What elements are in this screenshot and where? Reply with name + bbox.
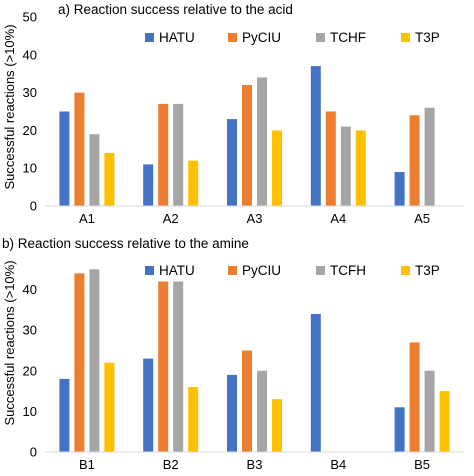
legend-a-label-hatu: HATU (159, 30, 195, 45)
chart-a-bars (59, 66, 435, 206)
x-tick-label-a3: A3 (247, 211, 263, 226)
legend-a-swatch-pyciu (228, 33, 237, 42)
y-tick-label-b: 30 (23, 323, 37, 338)
chart-b-y-axis: 0 10 20 30 40 (23, 282, 37, 459)
y-tick-label-a: 50 (23, 10, 37, 25)
bar-b-b3-hatu (227, 374, 237, 452)
x-tick-label-a1: A1 (79, 211, 95, 226)
chart-a: a) Reaction success relative to the acid… (2, 2, 464, 226)
legend-a-swatch-t3p (401, 33, 410, 42)
y-tick-label-b: 10 (23, 404, 37, 419)
y-tick-label-a: 30 (23, 85, 37, 100)
bar-a-a5-pyciu (409, 115, 420, 206)
legend-b-swatch-tcfh (316, 266, 325, 275)
y-tick-label-a: 0 (30, 199, 37, 214)
chart-a-x-axis: A1 A2 A3 A4 A5 (79, 211, 430, 226)
x-tick-label-b4: B4 (330, 457, 346, 472)
legend-a-label-pyciu: PyCIU (242, 30, 281, 45)
legend-b-label-t3p: T3P (415, 263, 440, 278)
bar-b-b2-hatu (143, 358, 154, 452)
bar-b-b5-hatu (394, 407, 405, 452)
bar-b-b2-pyciu (158, 281, 169, 452)
legend-b-swatch-pyciu (228, 266, 237, 275)
x-tick-label-a4: A4 (330, 211, 346, 226)
bar-b-b1-t3p (104, 362, 115, 452)
y-tick-label-b: 0 (30, 445, 37, 460)
chart-b: b) Reaction success relative to the amin… (2, 236, 464, 472)
x-tick-label-b2: B2 (163, 457, 179, 472)
legend-a-swatch-hatu (145, 33, 154, 42)
bar-a-a5-tchf (424, 107, 435, 206)
bar-b-b5-pyciu (409, 342, 420, 452)
bar-a-a2-t3p (188, 160, 199, 206)
y-tick-label-b: 40 (23, 282, 37, 297)
bar-b-b3-t3p (272, 399, 282, 452)
bar-a-a4-pyciu (325, 111, 336, 206)
bar-b-b2-tcfh (173, 281, 184, 452)
bar-a-a1-hatu (59, 111, 70, 206)
bar-a-a1-t3p (104, 153, 115, 206)
bar-b-b5-tcfh (424, 370, 435, 452)
y-tick-label-a: 20 (23, 123, 37, 138)
bar-a-a2-hatu (143, 164, 154, 206)
bar-b-b3-pyciu (242, 350, 252, 452)
y-tick-label-b: 20 (23, 363, 37, 378)
bar-b-b4-hatu (310, 314, 321, 452)
legend-a-label-tchf: TCHF (330, 30, 366, 45)
legend-b-swatch-hatu (145, 266, 154, 275)
legend-b-swatch-t3p (401, 266, 410, 275)
chart-b-legend: HATU PyCIU TCFH T3P (145, 263, 440, 278)
legend-a-label-t3p: T3P (415, 30, 440, 45)
bar-b-b1-tcfh (89, 269, 100, 452)
bar-a-a4-t3p (355, 130, 366, 206)
bar-a-a3-t3p (272, 130, 282, 206)
bar-a-a1-pyciu (74, 92, 85, 206)
x-tick-label-b5: B5 (414, 457, 430, 472)
chart-b-x-axis: B1 B2 B3 B4 B5 (79, 457, 430, 472)
chart-a-title: a) Reaction success relative to the acid (58, 2, 293, 17)
chart-a-y-axis: 0 10 20 30 40 50 (23, 10, 37, 214)
y-tick-label-a: 10 (23, 161, 37, 176)
bar-a-a5-hatu (394, 172, 405, 206)
chart-a-ylabel: Successful reactions (>10%) (2, 24, 17, 189)
bar-b-b3-tcfh (257, 370, 267, 452)
bar-a-a1-tchf (89, 134, 100, 206)
legend-b-label-tcfh: TCFH (330, 263, 366, 278)
legend-b-label-pyciu: PyCIU (242, 263, 281, 278)
bar-a-a2-pyciu (158, 103, 169, 206)
y-tick-label-a: 40 (23, 47, 37, 62)
bar-a-a4-hatu (310, 66, 321, 206)
bar-a-a3-pyciu (242, 85, 252, 206)
chart-b-bars (59, 269, 450, 452)
chart-b-ylabel: Successful reactions (>10%) (2, 260, 17, 425)
bar-b-b2-t3p (188, 387, 199, 452)
bar-a-a2-tchf (173, 103, 184, 206)
x-tick-label-a5: A5 (414, 211, 430, 226)
bar-b-b1-hatu (59, 378, 70, 452)
bar-a-a3-tchf (257, 77, 267, 206)
x-tick-label-b1: B1 (79, 457, 95, 472)
bar-b-b1-pyciu (74, 273, 85, 452)
bar-b-b5-t3p (439, 391, 450, 452)
legend-b-label-hatu: HATU (159, 263, 195, 278)
bar-a-a3-hatu (227, 119, 237, 206)
chart-a-legend: HATU PyCIU TCHF T3P (145, 30, 440, 45)
legend-a-swatch-tchf (316, 33, 325, 42)
x-tick-label-b3: B3 (247, 457, 263, 472)
chart-b-title: b) Reaction success relative to the amin… (2, 236, 249, 251)
x-tick-label-a2: A2 (163, 211, 179, 226)
bar-a-a4-tchf (340, 126, 351, 206)
